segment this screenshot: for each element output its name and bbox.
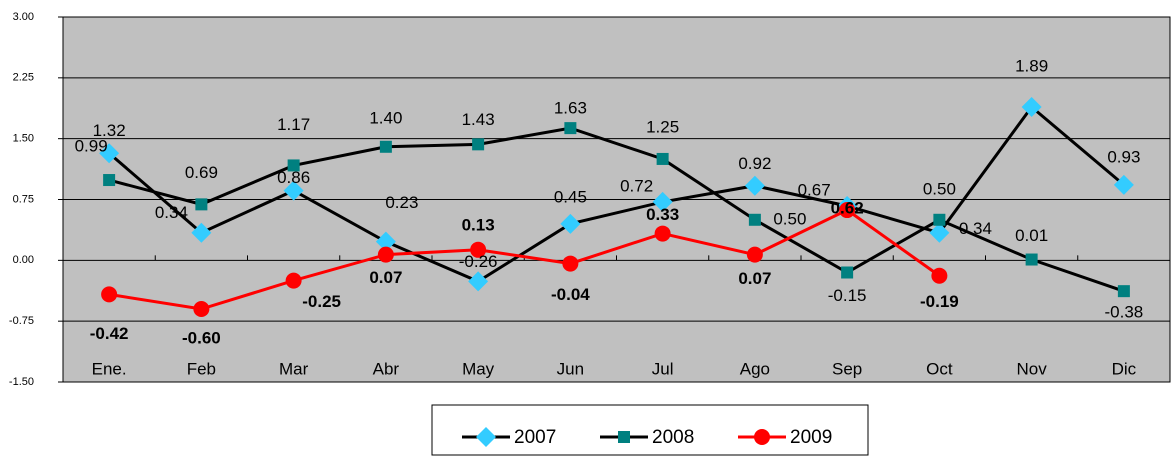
data-label: 1.32 xyxy=(93,121,126,140)
x-tick-label: Abr xyxy=(373,359,400,378)
data-label: 0.50 xyxy=(923,179,956,198)
marker xyxy=(1021,97,1042,118)
y-tick-label: 0.00 xyxy=(13,254,34,266)
marker xyxy=(470,241,487,258)
legend-label: 2008 xyxy=(652,427,694,448)
data-label: 0.62 xyxy=(831,199,864,218)
marker xyxy=(1113,174,1134,195)
marker xyxy=(193,301,210,317)
series-line xyxy=(108,104,1125,284)
data-label: -0.60 xyxy=(182,328,221,347)
data-label: 1.25 xyxy=(646,117,679,136)
series-line xyxy=(108,208,941,311)
plot-border xyxy=(62,16,1171,383)
data-label: 0.92 xyxy=(738,154,771,173)
marker xyxy=(375,231,396,252)
data-label: 0.13 xyxy=(462,215,495,234)
marker xyxy=(379,140,392,153)
marker xyxy=(931,267,948,284)
marker xyxy=(1025,253,1038,266)
marker xyxy=(562,255,579,272)
marker xyxy=(191,222,212,243)
data-label: -0.15 xyxy=(828,286,867,305)
data-label: 0.67 xyxy=(798,180,831,199)
data-label: -0.04 xyxy=(551,285,590,304)
marker xyxy=(377,246,394,263)
data-label: -0.38 xyxy=(1105,303,1144,322)
x-tick-label: Ene. xyxy=(92,359,127,378)
data-label: 0.69 xyxy=(185,163,218,182)
x-tick-label: Sep xyxy=(832,359,862,378)
legend-marker xyxy=(754,429,770,445)
legend-box xyxy=(431,404,869,456)
data-label: -0.25 xyxy=(302,292,341,311)
x-tick-label: Nov xyxy=(1017,359,1048,378)
marker xyxy=(101,286,118,303)
data-label: 0.33 xyxy=(646,205,679,224)
data-label: 0.86 xyxy=(277,168,310,187)
y-tick-label: 0.75 xyxy=(13,193,34,205)
marker xyxy=(285,272,302,289)
data-label: -0.26 xyxy=(459,252,498,271)
data-label: 0.07 xyxy=(369,268,402,287)
data-label: 0.01 xyxy=(1015,226,1048,245)
data-label: 0.45 xyxy=(554,187,587,206)
legend: 2007 2008 2009 xyxy=(431,404,869,456)
data-label: 1.63 xyxy=(554,99,587,118)
legend-label: 2009 xyxy=(790,427,832,448)
x-tick-label: May xyxy=(462,359,495,378)
data-label: 0.34 xyxy=(959,219,992,238)
data-label: 0.07 xyxy=(738,269,771,288)
marker xyxy=(560,213,581,234)
y-tick-label: 1.50 xyxy=(13,133,34,145)
marker xyxy=(654,225,671,242)
marker xyxy=(748,213,761,226)
data-label: 0.50 xyxy=(773,209,806,228)
marker xyxy=(839,202,856,219)
data-label: 0.23 xyxy=(385,193,418,212)
marker xyxy=(99,143,120,164)
legend-marker xyxy=(476,427,496,447)
legend-marker xyxy=(618,431,630,443)
x-tick-label: Oct xyxy=(926,359,953,378)
marker xyxy=(746,246,763,263)
marker xyxy=(195,198,208,211)
marker xyxy=(472,138,485,151)
marker xyxy=(287,159,300,172)
data-label: 0.99 xyxy=(75,137,108,156)
marker xyxy=(656,152,669,165)
x-tick-label: Jul xyxy=(652,359,674,378)
series-line xyxy=(108,126,1125,293)
data-label: 1.89 xyxy=(1015,57,1048,76)
data-label: -0.19 xyxy=(920,292,959,311)
data-label: 0.72 xyxy=(620,176,653,195)
marker xyxy=(1117,285,1130,298)
data-label: -0.42 xyxy=(90,324,129,343)
data-label: 1.43 xyxy=(462,110,495,129)
legend-label: 2007 xyxy=(514,427,556,448)
marker xyxy=(933,213,946,226)
x-tick-label: Mar xyxy=(279,359,309,378)
x-tick-label: Feb xyxy=(187,359,216,378)
y-tick-label: 3.00 xyxy=(13,11,34,23)
marker xyxy=(564,122,577,135)
marker xyxy=(468,271,489,292)
y-tick-label: -0.75 xyxy=(9,315,34,327)
x-tick-label: Ago xyxy=(740,359,770,378)
marker xyxy=(744,175,765,196)
marker xyxy=(652,191,673,212)
data-label: 0.93 xyxy=(1107,147,1140,166)
data-label: 0.34 xyxy=(155,203,188,222)
marker xyxy=(929,222,950,243)
marker xyxy=(103,174,116,187)
x-tick-label: Dic xyxy=(1112,359,1137,378)
marker xyxy=(841,266,854,279)
data-label: 1.40 xyxy=(369,108,402,127)
x-tick-label: Jun xyxy=(557,359,584,378)
marker xyxy=(283,180,304,201)
y-tick-label: -1.50 xyxy=(9,376,34,388)
y-tick-label: 2.25 xyxy=(13,72,34,84)
data-label: 1.17 xyxy=(277,115,310,134)
